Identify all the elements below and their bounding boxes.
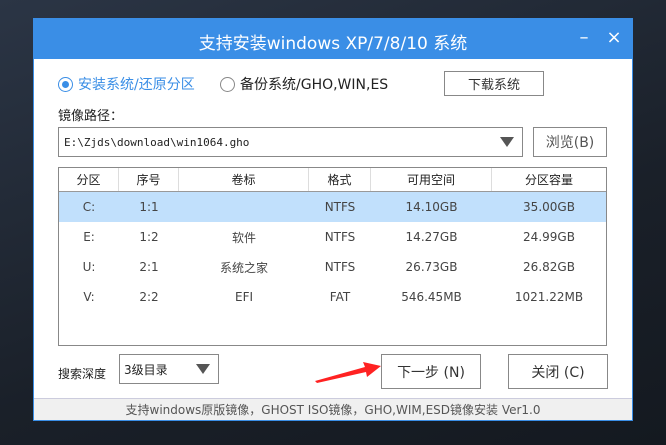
table-cell: 1:1 <box>139 200 159 214</box>
table-row[interactable]: U: 2:1 系统之家 NTFS 26.73GB 26.82GB <box>59 252 606 282</box>
download-system-button[interactable]: 下载系统 <box>444 71 544 96</box>
footer-info: 支持windows原版镜像，GHOST ISO镜像，GHO,WIM,ESD镜像安… <box>34 398 632 420</box>
table-cell: C: <box>82 200 96 214</box>
partition-table: 分区 序号 卷标 格式 可用空间 分区容量 C: 1:1 NTFS 14.10GB 35… <box>58 167 607 346</box>
title-bar[interactable]: 支持安装windows XP/7/8/10 系统 – × <box>34 19 632 59</box>
close-button[interactable]: 关闭 (C) <box>508 354 608 389</box>
table-cell: 1:2 <box>139 230 159 244</box>
table-cell: FAT <box>329 290 351 304</box>
window-title: 支持安装windows XP/7/8/10 系统 <box>198 34 468 54</box>
next-button[interactable]: 下一步 (N) <box>381 354 481 389</box>
header-index[interactable]: 序号 <box>119 168 179 191</box>
table-cell: 系统之家 <box>219 260 268 275</box>
table-header: 分区 序号 卷标 格式 可用空间 分区容量 <box>59 168 606 192</box>
minimize-button[interactable]: – <box>579 27 589 48</box>
installer-window: 支持安装windows XP/7/8/10 系统 – × 安装系统/还原分区 备… <box>33 18 633 421</box>
table-row[interactable]: V: 2:2 EFI FAT 546.45MB 1021.22MB <box>59 282 606 312</box>
radio-unchecked-icon <box>220 76 235 92</box>
table-cell: 14.27GB <box>405 230 458 244</box>
red-arrow-annotation-icon <box>315 362 381 383</box>
header-capacity[interactable]: 分区容量 <box>524 173 573 187</box>
table-cell: 26.82GB <box>523 260 575 274</box>
table-cell: 35.00GB <box>523 200 575 214</box>
radio-checked-icon <box>58 76 73 92</box>
install-radio-label: 安装系统/还原分区 <box>78 77 195 93</box>
table-cell: 软件 <box>231 230 256 245</box>
image-path-value: E:\Zjds\download\win1064.gho <box>64 135 250 149</box>
image-path-select[interactable]: E:\Zjds\download\win1064.gho <box>58 127 523 157</box>
table-cell: 14.10GB <box>405 200 458 214</box>
table-cell: 26.73GB <box>405 260 458 274</box>
table-cell: 2:2 <box>139 290 159 304</box>
table-cell: NTFS <box>324 260 356 274</box>
table-cell: NTFS <box>324 200 356 214</box>
table-cell: 1021.22MB <box>514 290 584 304</box>
backup-radio[interactable]: 备份系统/GHO,WIN,ES <box>220 74 388 94</box>
table-row[interactable]: E: 1:2 软件 NTFS 14.27GB 24.99GB <box>59 222 606 252</box>
header-label[interactable]: 卷标 <box>179 168 309 191</box>
header-free-space[interactable]: 可用空间 <box>371 168 492 191</box>
table-cell: 546.45MB <box>401 290 462 304</box>
table-cell: NTFS <box>324 230 356 244</box>
table-row[interactable]: C: 1:1 NTFS 14.10GB 35.00GB <box>59 192 606 222</box>
header-format[interactable]: 格式 <box>309 168 371 191</box>
backup-radio-label: 备份系统/GHO,WIN,ES <box>240 77 389 93</box>
table-cell: EFI <box>234 290 254 304</box>
header-partition[interactable]: 分区 <box>59 168 119 191</box>
table-cell: U: <box>82 260 96 274</box>
install-radio[interactable]: 安装系统/还原分区 <box>58 74 195 94</box>
dropdown-arrow-icon[interactable] <box>196 364 210 374</box>
table-cell: 24.99GB <box>523 230 575 244</box>
search-depth-value: 3级目录 <box>124 362 168 377</box>
table-cell: E: <box>83 230 95 244</box>
search-depth-label: 搜索深度 <box>58 367 107 381</box>
table-cell: V: <box>83 290 95 304</box>
search-depth-select[interactable]: 3级目录 <box>119 354 219 384</box>
image-path-label: 镜像路径： <box>58 109 124 124</box>
table-cell: 2:1 <box>139 260 159 274</box>
dropdown-arrow-icon[interactable] <box>500 137 514 147</box>
browse-button[interactable]: 浏览(B) <box>533 127 607 157</box>
close-window-button[interactable]: × <box>606 27 622 48</box>
